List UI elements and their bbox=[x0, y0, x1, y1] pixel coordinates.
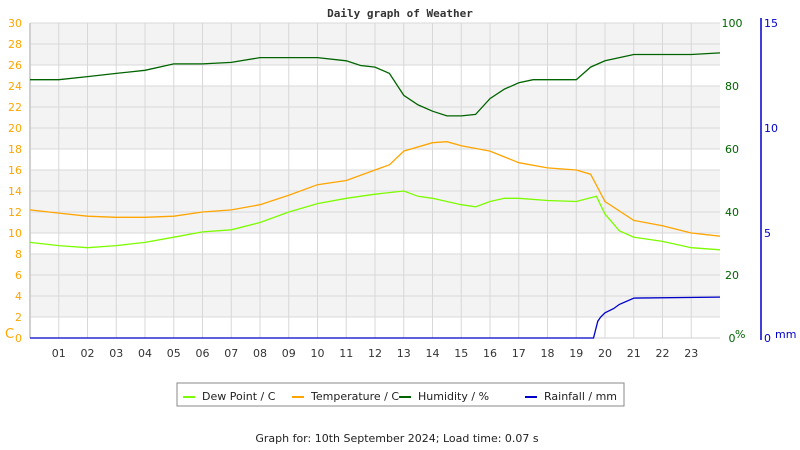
left-tick-label: 28 bbox=[8, 38, 22, 51]
legend-label: Rainfall / mm bbox=[544, 390, 617, 403]
humidity-tick-label: 80 bbox=[725, 80, 739, 93]
left-tick-label: 18 bbox=[8, 143, 22, 156]
x-tick-label: 19 bbox=[569, 347, 583, 360]
x-tick-label: 10 bbox=[311, 347, 325, 360]
left-tick-label: 22 bbox=[8, 101, 22, 114]
x-tick-label: 21 bbox=[627, 347, 641, 360]
x-tick-label: 09 bbox=[282, 347, 296, 360]
humidity-tick-label: 100 bbox=[722, 17, 743, 30]
left-tick-label: 26 bbox=[8, 59, 22, 72]
rainfall-tick-label: 15 bbox=[764, 17, 778, 30]
x-tick-label: 11 bbox=[339, 347, 353, 360]
x-tick-label: 02 bbox=[81, 347, 95, 360]
left-tick-label: 14 bbox=[8, 185, 22, 198]
left-tick-label: 8 bbox=[15, 248, 22, 261]
x-tick-label: 04 bbox=[138, 347, 152, 360]
x-tick-label: 16 bbox=[483, 347, 497, 360]
series-line-temperature bbox=[29, 141, 721, 237]
left-tick-label: 4 bbox=[15, 290, 22, 303]
x-tick-label: 05 bbox=[167, 347, 181, 360]
x-tick-label: 17 bbox=[512, 347, 526, 360]
left-tick-label: 16 bbox=[8, 164, 22, 177]
legend-label: Humidity / % bbox=[418, 390, 489, 403]
left-tick-label: 0 bbox=[15, 332, 22, 345]
humidity-tick-label: 40 bbox=[725, 206, 739, 219]
legend-box bbox=[176, 382, 625, 407]
rainfall-tick-label: 5 bbox=[764, 227, 771, 240]
x-tick-label: 15 bbox=[454, 347, 468, 360]
footer-text: Graph for: 10th September 2024; Load tim… bbox=[255, 432, 539, 445]
left-unit-label: C bbox=[5, 327, 14, 342]
x-tick-label: 23 bbox=[684, 347, 698, 360]
left-tick-label: 12 bbox=[8, 206, 22, 219]
x-tick-label: 20 bbox=[598, 347, 612, 360]
humidity-tick-label: 20 bbox=[725, 269, 739, 282]
humidity-unit-label: % bbox=[735, 328, 745, 341]
x-tick-label: 12 bbox=[368, 347, 382, 360]
left-tick-label: 2 bbox=[15, 311, 22, 324]
rainfall-tick-label: 10 bbox=[764, 122, 778, 135]
left-tick-label: 30 bbox=[8, 17, 22, 30]
rainfall-unit-label: mm bbox=[775, 328, 796, 341]
x-tick-label: 03 bbox=[109, 347, 123, 360]
left-tick-label: 10 bbox=[8, 227, 22, 240]
series-line-rainfall bbox=[30, 296, 721, 339]
legend-label: Dew Point / C bbox=[202, 390, 276, 403]
x-tick-label: 22 bbox=[656, 347, 670, 360]
series-line-dew bbox=[29, 190, 721, 251]
humidity-tick-label: 0 bbox=[729, 332, 736, 345]
x-tick-label: 14 bbox=[426, 347, 440, 360]
left-tick-label: 20 bbox=[8, 122, 22, 135]
legend-label: Temperature / C bbox=[310, 390, 399, 403]
rainfall-tick-label: 0 bbox=[764, 332, 771, 345]
x-tick-label: 18 bbox=[541, 347, 555, 360]
x-tick-label: 01 bbox=[52, 347, 66, 360]
chart-title: Daily graph of Weather bbox=[327, 7, 473, 20]
x-tick-label: 08 bbox=[253, 347, 267, 360]
x-tick-label: 07 bbox=[224, 347, 238, 360]
x-tick-label: 06 bbox=[196, 347, 210, 360]
left-tick-label: 6 bbox=[15, 269, 22, 282]
series-line-humidity bbox=[30, 52, 721, 117]
humidity-tick-label: 60 bbox=[725, 143, 739, 156]
left-tick-label: 24 bbox=[8, 80, 22, 93]
x-tick-label: 13 bbox=[397, 347, 411, 360]
